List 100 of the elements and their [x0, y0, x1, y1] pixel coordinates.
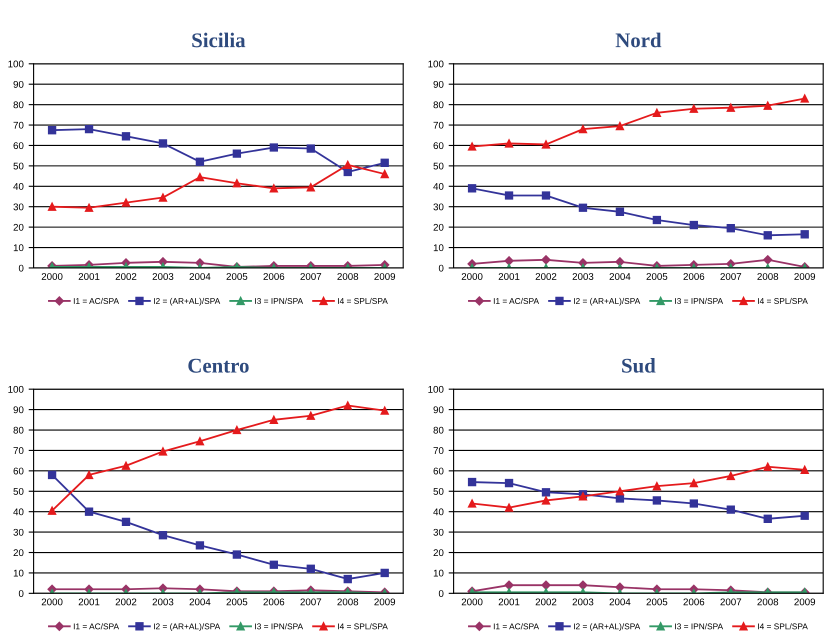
y-tick-label: 10 [14, 570, 24, 577]
y-tick-label: 80 [13, 101, 24, 108]
x-tick-label: 2004 [190, 598, 210, 606]
x-tick-label: 2003 [572, 598, 594, 606]
x-tick-label: 2007 [300, 273, 322, 280]
y-tick-label: 40 [13, 508, 24, 516]
x-tick-label: 2005 [646, 598, 668, 606]
x-tick-label: 2008 [337, 273, 358, 280]
legend-label: I1 = AC/SPA [74, 298, 120, 304]
x-tick-label: 2000 [42, 273, 63, 280]
x-tick-label: 2003 [572, 273, 594, 280]
y-tick-label: 60 [14, 468, 24, 474]
legend-label: I3 = IPN/SPA [255, 623, 304, 630]
y-tick-label: 70 [14, 122, 24, 129]
legend-label: I1 = AC/SPA [74, 623, 120, 630]
legend-label: I2 = (AR+AL)/SPA [154, 298, 220, 306]
chart-title: Centro [188, 358, 249, 373]
x-tick-label: 2005 [226, 273, 248, 280]
x-tick-label: 2008 [757, 598, 778, 606]
y-tick-label: 80 [433, 101, 444, 108]
x-tick-label: 2003 [152, 598, 174, 606]
x-tick-label: 2001 [498, 273, 520, 280]
legend-label: I1 = AC/SPA [494, 298, 540, 304]
y-tick-label: 60 [434, 468, 444, 474]
y-tick-label: 40 [433, 183, 444, 190]
y-tick-label: 100 [428, 60, 444, 68]
legend-label: I2 = (AR+AL)/SPA [574, 623, 640, 631]
x-tick-label: 2007 [720, 273, 742, 280]
legend-label: I4 = SPL/SPA [338, 623, 388, 630]
legend-label: I2 = (AR+AL)/SPA [574, 298, 640, 306]
y-tick-label: 40 [13, 183, 24, 190]
legend-label: I2 = (AR+AL)/SPA [154, 623, 220, 631]
x-tick-label: 2007 [300, 598, 322, 606]
x-tick-label: 2004 [190, 273, 210, 280]
legend-label: I1 = AC/SPA [494, 623, 540, 630]
x-tick-label: 2002 [116, 273, 136, 280]
y-tick-label: 10 [14, 244, 24, 252]
y-tick-label: 60 [14, 142, 24, 150]
y-tick-label: 50 [433, 162, 444, 170]
y-tick-label: 30 [433, 203, 444, 210]
y-tick-label: 70 [14, 447, 24, 454]
x-tick-label: 2002 [536, 598, 556, 606]
legend-label: I3 = IPN/SPA [255, 298, 304, 304]
x-tick-label: 2008 [757, 273, 778, 280]
y-tick-label: 100 [8, 60, 24, 68]
x-tick-label: 2008 [337, 598, 358, 606]
x-tick-label: 2006 [264, 598, 284, 606]
y-tick-label: 90 [14, 406, 24, 414]
x-tick-label: 2006 [684, 598, 704, 606]
x-tick-label: 2001 [498, 598, 520, 606]
x-tick-label: 2006 [684, 273, 704, 280]
x-tick-label: 2001 [78, 598, 100, 606]
chart-title: Sud [622, 358, 656, 373]
x-tick-label: 2003 [152, 273, 174, 280]
y-tick-label: 50 [13, 488, 24, 495]
x-tick-label: 2005 [226, 598, 248, 606]
y-tick-label: 20 [14, 549, 24, 556]
y-tick-label: 20 [434, 549, 444, 556]
chart-title: Nord [616, 32, 662, 48]
y-tick-label: 90 [434, 80, 444, 88]
y-tick-label: 50 [433, 488, 444, 495]
x-tick-label: 2002 [116, 598, 136, 606]
y-tick-label: 30 [13, 528, 24, 536]
y-tick-label: 50 [13, 162, 24, 170]
x-tick-label: 2004 [610, 273, 630, 280]
y-tick-label: 40 [433, 508, 444, 516]
x-tick-label: 2009 [374, 273, 396, 280]
y-tick-label: 10 [434, 570, 444, 577]
y-tick-label: 30 [433, 528, 444, 536]
x-tick-label: 2002 [536, 273, 556, 280]
y-tick-label: 90 [14, 80, 24, 88]
y-tick-label: 0 [18, 264, 24, 272]
y-tick-label: 20 [434, 224, 444, 231]
x-tick-label: 2000 [462, 273, 483, 280]
y-tick-label: 0 [438, 264, 444, 272]
y-tick-label: 80 [433, 426, 444, 434]
y-tick-label: 0 [18, 590, 24, 597]
x-tick-label: 2009 [794, 273, 816, 280]
y-tick-label: 10 [434, 244, 444, 252]
y-tick-label: 80 [13, 426, 24, 434]
y-tick-label: 0 [438, 590, 444, 597]
y-tick-label: 20 [14, 224, 24, 231]
y-tick-label: 70 [434, 122, 444, 129]
y-tick-label: 100 [428, 386, 444, 393]
x-tick-label: 2007 [720, 598, 742, 606]
x-tick-label: 2006 [264, 273, 284, 280]
y-tick-label: 90 [434, 406, 444, 414]
x-tick-label: 2004 [610, 598, 630, 606]
x-tick-label: 2009 [794, 598, 816, 606]
y-tick-label: 100 [8, 386, 24, 393]
legend-label: I4 = SPL/SPA [338, 298, 388, 304]
legend-label: I3 = IPN/SPA [675, 623, 724, 630]
y-tick-label: 70 [434, 447, 444, 454]
x-tick-label: 2001 [78, 273, 100, 280]
x-tick-label: 2009 [374, 598, 396, 606]
x-tick-label: 2000 [462, 598, 483, 606]
y-tick-label: 30 [13, 203, 24, 210]
y-tick-label: 60 [434, 142, 444, 150]
x-tick-label: 2005 [646, 273, 668, 280]
x-tick-label: 2000 [42, 598, 63, 606]
